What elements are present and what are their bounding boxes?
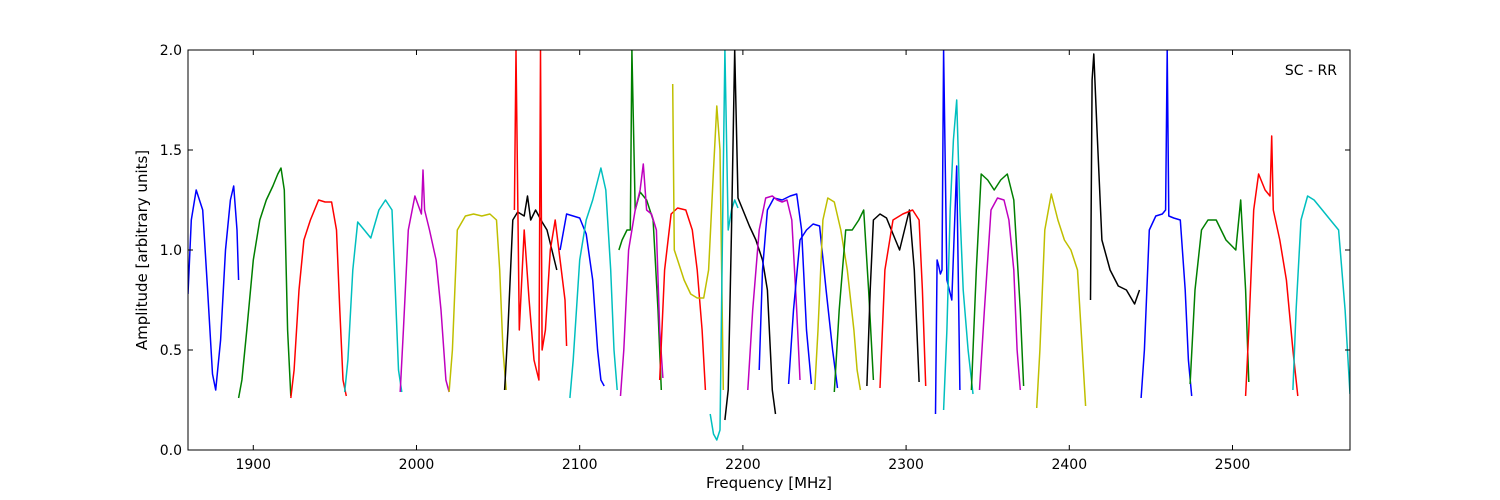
y-tick-label: 0.0 bbox=[160, 443, 182, 459]
chart-annotation: SC - RR bbox=[1285, 63, 1337, 79]
series-line-16 bbox=[724, 50, 777, 421]
series-line-27 bbox=[978, 197, 1022, 391]
series-line-21 bbox=[833, 209, 875, 393]
series-line-9 bbox=[559, 213, 605, 387]
series-line-20 bbox=[813, 197, 862, 391]
series-line-12 bbox=[619, 163, 664, 397]
x-tick-label: 1900 bbox=[235, 457, 271, 473]
y-tick-label: 1.0 bbox=[160, 243, 182, 259]
series-line-22 bbox=[866, 209, 920, 387]
series-line-8 bbox=[513, 50, 568, 381]
series-line-25 bbox=[942, 99, 974, 411]
series-line-10 bbox=[569, 167, 618, 399]
series-line-31 bbox=[1189, 199, 1250, 385]
series-line-13 bbox=[658, 207, 707, 391]
series-line-1 bbox=[188, 185, 240, 391]
series-line-15 bbox=[709, 50, 739, 441]
x-tick-label: 2000 bbox=[399, 457, 435, 473]
series-line-5 bbox=[399, 169, 450, 393]
y-tick-label: 1.5 bbox=[160, 143, 182, 159]
series-layer bbox=[188, 50, 1350, 441]
y-tick-label: 0.5 bbox=[160, 343, 182, 359]
series-line-33 bbox=[1292, 195, 1350, 395]
y-tick-label: 2.0 bbox=[160, 43, 182, 59]
series-line-7 bbox=[503, 195, 558, 391]
series-line-6 bbox=[448, 213, 507, 393]
x-axis-label: Frequency [MHz] bbox=[706, 474, 832, 492]
series-line-2 bbox=[237, 167, 292, 399]
series-line-18 bbox=[747, 195, 801, 391]
series-line-3 bbox=[290, 199, 348, 399]
series-line-4 bbox=[343, 199, 403, 393]
series-line-30 bbox=[1140, 50, 1193, 399]
tick-layer: 1900 2000 2100 2200 2300 2400 2500 0.0 0.5 1.0 1.5… bbox=[160, 43, 1350, 473]
x-tick-label: 2400 bbox=[1051, 457, 1087, 473]
x-tick-label: 2100 bbox=[562, 457, 598, 473]
series-line-24 bbox=[934, 50, 961, 415]
series-line-23 bbox=[879, 209, 927, 389]
series-line-17 bbox=[758, 193, 813, 385]
series-line-29 bbox=[1089, 53, 1141, 305]
series-line-32 bbox=[1244, 135, 1299, 397]
y-axis-label: Amplitude [arbitrary units] bbox=[133, 150, 151, 350]
series-line-14 bbox=[671, 83, 725, 391]
series-line-28 bbox=[1035, 193, 1087, 409]
x-tick-label: 2200 bbox=[725, 457, 761, 473]
series-line-26 bbox=[970, 173, 1025, 391]
x-tick-label: 2300 bbox=[888, 457, 924, 473]
x-tick-label: 2500 bbox=[1215, 457, 1251, 473]
series-line-19 bbox=[787, 223, 839, 389]
